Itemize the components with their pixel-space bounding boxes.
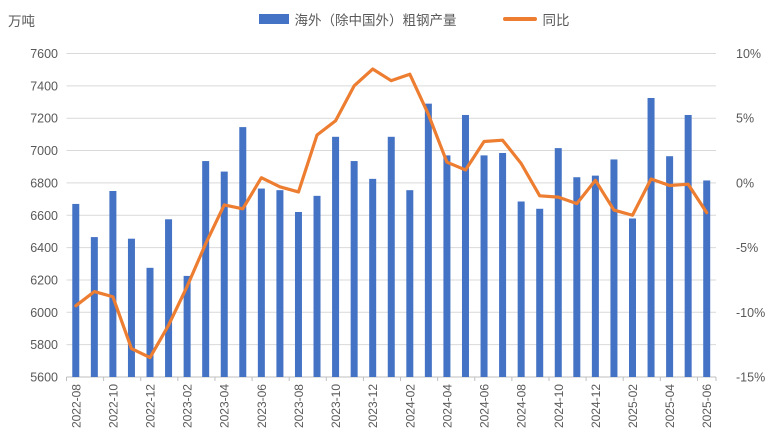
bar-2025-05[interactable] <box>684 114 692 377</box>
x-axis-tick-label: 2024-10 <box>552 384 566 428</box>
left-axis-tick-label: 7600 <box>30 47 58 61</box>
legend-label-steel-output: 海外（除中国外）粗钢产量 <box>294 13 457 28</box>
bar-2025-06[interactable] <box>703 180 711 377</box>
bar-2023-07[interactable] <box>276 190 284 377</box>
x-axis-tick-label: 2022-08 <box>69 384 83 428</box>
bar-2022-10[interactable] <box>109 190 117 377</box>
left-axis-tick-label: 6600 <box>30 209 58 223</box>
right-axis-tick-label: 5% <box>736 112 754 126</box>
line-series-swatch-icon <box>502 17 537 21</box>
chart-legend: 海外（除中国外）粗钢产量 同比 <box>28 9 772 29</box>
bar-2024-06[interactable] <box>480 155 488 377</box>
left-axis-tick-label: 6400 <box>30 241 58 255</box>
yoy-line-series[interactable] <box>74 67 709 360</box>
bar-series-swatch-icon <box>258 14 289 24</box>
x-axis-tick-label: 2023-04 <box>218 384 232 428</box>
x-axis-tick-label: 2022-10 <box>106 384 120 428</box>
bar-2024-03[interactable] <box>424 103 432 377</box>
bar-2024-07[interactable] <box>499 152 507 377</box>
bar-2024-09[interactable] <box>536 208 544 377</box>
left-axis-tick-label: 5600 <box>30 371 58 385</box>
x-axis-tick-label: 2025-04 <box>663 384 677 428</box>
bar-2024-04[interactable] <box>443 155 451 377</box>
bar-2022-12[interactable] <box>146 267 154 377</box>
x-axis-tick-label: 2023-06 <box>255 384 269 428</box>
bar-2025-01[interactable] <box>610 159 618 377</box>
x-axis-tick-label: 2025-02 <box>626 384 640 428</box>
right-axis-tick-label: -10% <box>736 306 765 320</box>
left-axis-tick-label: 7200 <box>30 112 58 126</box>
left-axis-tick-label: 6200 <box>30 273 58 287</box>
bar-2023-01[interactable] <box>165 219 173 377</box>
left-axis-tick-label: 5800 <box>30 338 58 352</box>
x-axis-tick-label: 2024-08 <box>515 384 529 428</box>
left-axis-tick-label: 7400 <box>30 79 58 93</box>
x-axis-tick-label: 2024-04 <box>440 384 454 428</box>
left-axis-tick-label: 6000 <box>30 306 58 320</box>
bar-2023-02[interactable] <box>183 275 191 377</box>
bar-2023-11[interactable] <box>350 161 358 377</box>
bar-2023-05[interactable] <box>239 127 247 377</box>
bar-2024-11[interactable] <box>573 177 581 377</box>
x-axis-tick-label: 2022-12 <box>144 384 158 428</box>
x-axis-tick-label: 2025-06 <box>700 384 714 428</box>
bar-2025-02[interactable] <box>628 218 636 377</box>
bar-2022-08[interactable] <box>72 203 80 377</box>
bar-2024-10[interactable] <box>554 148 562 377</box>
right-axis-tick-label: 10% <box>736 47 761 61</box>
bar-2024-02[interactable] <box>406 190 414 377</box>
bar-2024-08[interactable] <box>517 201 525 378</box>
bar-2023-09[interactable] <box>313 195 321 377</box>
x-axis-tick-label: 2024-06 <box>478 384 492 428</box>
right-axis-tick-label: -5% <box>736 241 758 255</box>
right-axis-tick-label: -15% <box>736 371 765 385</box>
bar-2023-08[interactable] <box>294 212 302 377</box>
left-axis-tick-label: 6800 <box>30 176 58 190</box>
right-axis-tick-label: 0% <box>736 176 754 190</box>
bar-2023-04[interactable] <box>220 171 228 377</box>
bar-2022-09[interactable] <box>90 237 98 377</box>
bar-2023-03[interactable] <box>202 161 210 377</box>
left-axis-unit-label: 万吨 <box>8 14 35 29</box>
legend-item-yoy[interactable]: 同比 <box>502 9 570 29</box>
x-axis-tick-label: 2023-02 <box>181 384 195 428</box>
x-axis-tick-label: 2024-02 <box>403 384 417 428</box>
bar-2023-06[interactable] <box>257 188 265 377</box>
bar-series <box>72 97 711 378</box>
legend-item-steel-output[interactable]: 海外（除中国外）粗钢产量 <box>258 9 457 29</box>
bar-2024-01[interactable] <box>387 136 395 377</box>
x-axis-tick-label: 2023-10 <box>329 384 343 428</box>
bar-2023-12[interactable] <box>369 178 377 377</box>
bar-2025-04[interactable] <box>666 156 674 377</box>
x-axis-tick-label: 2023-12 <box>366 384 380 428</box>
left-axis-tick-label: 7000 <box>30 144 58 158</box>
bar-2022-11[interactable] <box>127 238 135 377</box>
bar-2023-10[interactable] <box>332 136 340 377</box>
bar-2024-12[interactable] <box>591 175 599 377</box>
x-axis-tick-label: 2024-12 <box>589 384 603 428</box>
bar-2025-03[interactable] <box>647 97 655 377</box>
legend-label-yoy: 同比 <box>542 13 570 28</box>
bar-2024-05[interactable] <box>461 114 469 377</box>
x-axis-tick-label: 2023-08 <box>292 384 306 428</box>
